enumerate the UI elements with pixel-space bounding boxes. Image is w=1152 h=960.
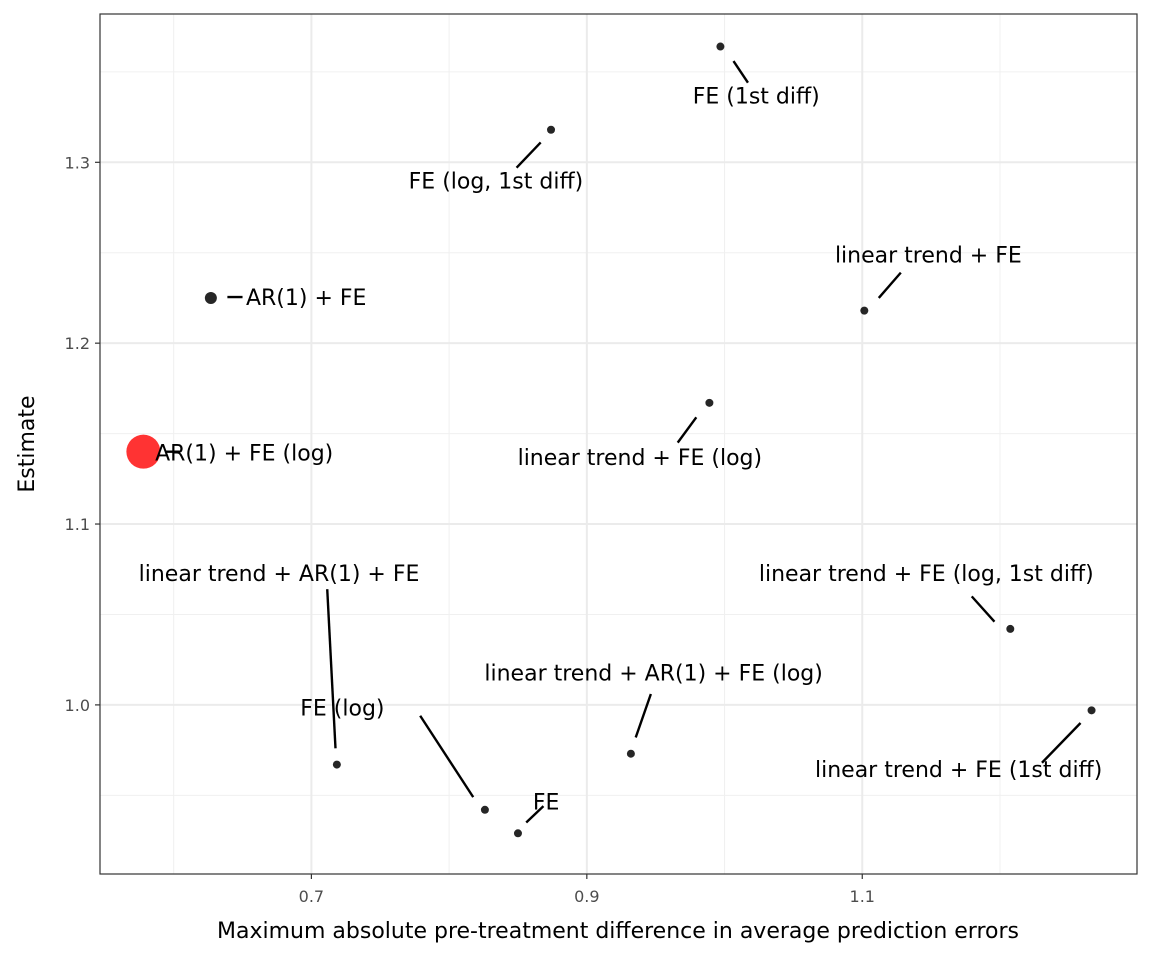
data-point: [716, 42, 725, 51]
data-point: [860, 306, 869, 315]
data-point: [513, 829, 522, 838]
data-point: [204, 291, 217, 304]
data-point: [547, 125, 556, 134]
point-label: linear trend + AR(1) + FE (log): [484, 661, 822, 686]
data-point: [705, 398, 714, 407]
point-label: AR(1) + FE (log): [155, 442, 333, 467]
label-connector: [326, 589, 337, 749]
data-point: [480, 805, 489, 814]
point-label: linear trend + FE (log, 1st diff): [759, 562, 1094, 587]
x-tick-label: 0.7: [299, 887, 324, 906]
x-axis-ticks: 0.7 0.9 1.1: [299, 874, 875, 906]
minor-gridlines: [100, 14, 1137, 874]
point-label: FE (1st diff): [693, 84, 820, 109]
data-point: [1006, 624, 1015, 633]
y-axis-ticks: 1.0 1.1 1.2 1.3: [65, 153, 100, 715]
major-gridlines: [100, 14, 1137, 874]
plot-panel-border: [99, 13, 1138, 875]
label-connectors: [165, 60, 1082, 824]
label-connector: [676, 416, 698, 444]
label-connector: [1041, 722, 1082, 764]
label-connector: [634, 693, 652, 738]
data-point: [332, 760, 341, 769]
point-labels: FE (1st diff) FE (log, 1st diff) linear tr…: [139, 84, 1103, 815]
point-label: linear trend + FE: [835, 244, 1022, 269]
y-axis-title: Estimate: [15, 395, 40, 492]
data-point: [1087, 706, 1096, 715]
point-label: linear trend + AR(1) + FE: [139, 562, 420, 587]
y-tick-label: 1.1: [65, 515, 90, 534]
point-label: FE (log, 1st diff): [409, 169, 584, 194]
point-label: FE (log): [300, 697, 384, 722]
data-point: [126, 434, 161, 469]
plot-background: [100, 14, 1137, 874]
point-label: AR(1) + FE: [246, 286, 366, 311]
x-axis-title: Maximum absolute pre-treatment differenc…: [217, 919, 1019, 944]
label-connector: [732, 60, 749, 84]
label-connector: [419, 715, 475, 798]
x-tick-label: 1.1: [850, 887, 875, 906]
x-tick-label: 0.9: [574, 887, 599, 906]
data-points: [126, 42, 1096, 838]
point-label: linear trend + FE (log): [518, 446, 763, 471]
y-tick-label: 1.2: [65, 334, 90, 353]
point-label: linear trend + FE (1st diff): [815, 758, 1102, 783]
data-point: [626, 749, 635, 758]
label-connector: [515, 141, 542, 169]
label-connector: [525, 805, 545, 824]
label-connector: [877, 271, 902, 299]
y-tick-label: 1.0: [65, 696, 90, 715]
label-connector: [970, 595, 996, 623]
y-tick-label: 1.3: [65, 153, 90, 172]
point-label: FE: [533, 791, 560, 816]
